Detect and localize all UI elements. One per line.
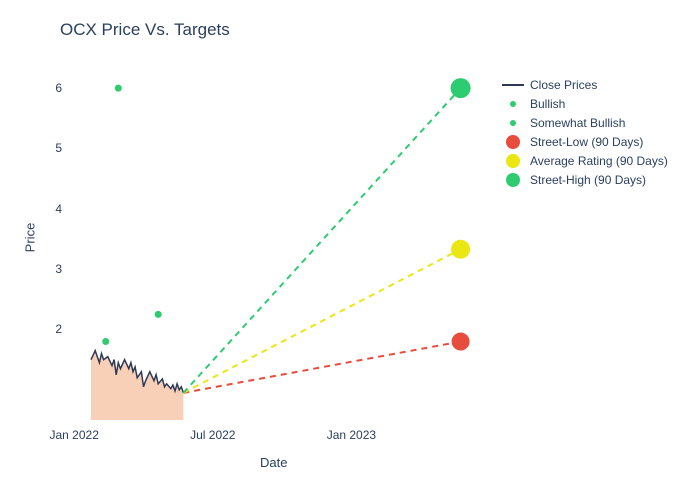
y-tick: 3 [55,262,62,276]
analyst-marker [115,85,122,92]
x-tick: Jul 2022 [190,428,235,442]
y-tick: 4 [55,202,62,216]
legend-marker [500,78,526,92]
x-tick: Jan 2023 [327,428,376,442]
legend-label: Street-Low (90 Days) [530,135,643,149]
legend-label: Street-High (90 Days) [530,173,646,187]
analyst-marker [102,338,109,345]
legend-item[interactable]: Average Rating (90 Days) [500,151,668,170]
y-axis-label: Price [22,223,37,253]
legend-label: Somewhat Bullish [530,116,625,130]
legend-marker [500,135,526,149]
legend-label: Bullish [530,97,565,111]
x-tick: Jan 2022 [49,428,98,442]
legend-marker [500,173,526,187]
legend-item[interactable]: Bullish [500,94,668,113]
legend: Close Prices Bullish Somewhat Bullish Stree… [500,75,668,189]
analyst-marker [155,311,162,318]
projection-line-average_rating [183,249,460,393]
projection-marker-average_rating [451,240,470,259]
legend-marker [500,116,526,130]
legend-marker [500,154,526,168]
close-prices-fill [91,351,183,420]
projection-marker-street_high [451,78,471,98]
y-tick: 5 [55,141,62,155]
legend-item[interactable]: Somewhat Bullish [500,113,668,132]
projection-line-street_high [183,88,460,393]
legend-item[interactable]: Street-Low (90 Days) [500,132,668,151]
legend-label: Average Rating (90 Days) [530,154,668,168]
y-tick: 6 [55,81,62,95]
legend-item[interactable]: Close Prices [500,75,668,94]
legend-item[interactable]: Street-High (90 Days) [500,170,668,189]
legend-marker [500,97,526,111]
projection-line-street_low [183,342,460,393]
plot-area: 23456Jan 2022Jul 2022Jan 2023 [70,70,490,420]
projection-marker-street_low [452,333,470,351]
legend-label: Close Prices [530,78,597,92]
chart-svg [70,70,490,420]
chart-title: OCX Price Vs. Targets [60,20,230,40]
x-axis-label: Date [260,455,287,470]
y-tick: 2 [55,322,62,336]
